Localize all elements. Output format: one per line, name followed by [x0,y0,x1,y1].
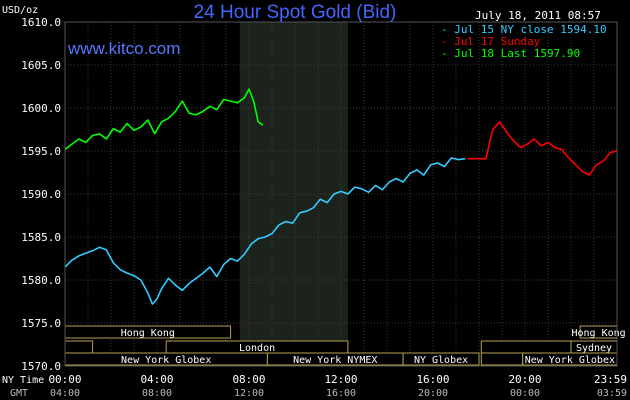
session-label: New York NYMEX [293,355,377,366]
chart-title: 24 Hour Spot Gold (Bid) [194,2,397,23]
x-tick-label-gmt: 08:00 [142,388,172,399]
series-line-1 [64,157,466,305]
x-tick-label-ny: 16:00 [416,373,449,386]
legend-entry-jul17: - Jul 17 Sunday [441,35,541,48]
session-label: London [239,343,275,354]
x-tick-label-ny: 04:00 [140,373,173,386]
y-tick-label: 1570.0 [21,360,61,373]
session-label: Hong Kong [572,328,626,339]
session-box [480,340,572,354]
series-line-2 [467,121,617,176]
x-tick-label-ny: 08:00 [232,373,265,386]
legend-entry-jul18: - Jul 18 Last 1597.90 [441,47,580,60]
x-tick-label-gmt: 03:59 [597,388,627,399]
y-tick-label: 1605.0 [21,59,61,72]
series-line-3 [64,88,264,150]
y-tick-label: 1610.0 [21,16,61,29]
session-label: Hong Kong [121,328,175,339]
y-tick-label: 1590.0 [21,188,61,201]
y-tick-label: 1575.0 [21,317,61,330]
y-tick-label: 1595.0 [21,145,61,158]
plot-frame [64,21,618,367]
x-tick-label-gmt: 16:00 [326,388,356,399]
y-tick-label: 1600.0 [21,102,61,115]
session-box [480,352,524,366]
session-label: Sydney [576,343,612,354]
session-box [402,352,480,366]
y-tick-label: 1585.0 [21,231,61,244]
y-tick-label: 1580.0 [21,274,61,287]
session-label: New York Globex [121,355,211,366]
timestamp: July 18, 2011 08:57 [475,9,601,22]
x-tick-label-ny: 23:59 [594,373,627,386]
x-label-gmt: GMT [10,388,28,399]
x-tick-label-gmt: 12:00 [234,388,264,399]
x-tick-label-gmt: 04:00 [50,388,80,399]
brand-watermark: www.kitco.com [67,39,180,58]
session-box [64,340,94,354]
session-label: NY Globex [414,355,468,366]
x-tick-label-ny: 20:00 [508,373,541,386]
x-tick-label-gmt: 00:00 [510,388,540,399]
session-label: New York Globex [525,355,615,366]
y-unit-label: USD/oz [2,5,38,16]
x-tick-label-ny: 12:00 [324,373,357,386]
x-label-ny: NY Time [2,375,44,386]
x-tick-label-gmt: 20:00 [418,388,448,399]
legend-entry-jul15: - Jul 15 NY close 1594.10 [441,23,607,36]
x-tick-label-ny: 00:00 [48,373,81,386]
